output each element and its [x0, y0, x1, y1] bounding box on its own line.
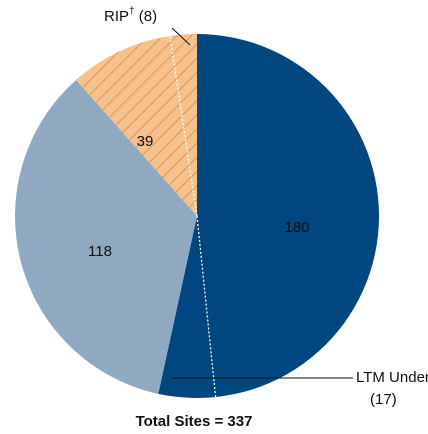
subset-label: LTM Underway*	[356, 367, 428, 386]
pie-slice	[158, 34, 380, 399]
value-label: 180	[284, 219, 309, 236]
subset-value: (17)	[370, 391, 397, 408]
note-mark: †	[129, 6, 135, 17]
pie-slice	[76, 34, 197, 216]
subset-label: RIP† (8)	[104, 6, 157, 25]
total-label: Total Sites = 337	[136, 413, 253, 430]
subset-value: (8)	[139, 8, 157, 25]
value-label: 39	[137, 133, 154, 150]
pie-slice	[15, 80, 198, 394]
subset-name: RIP	[104, 8, 129, 25]
subset-name: LTM Underway	[356, 369, 428, 386]
value-label: 118	[88, 243, 112, 260]
leader-line	[171, 27, 191, 46]
